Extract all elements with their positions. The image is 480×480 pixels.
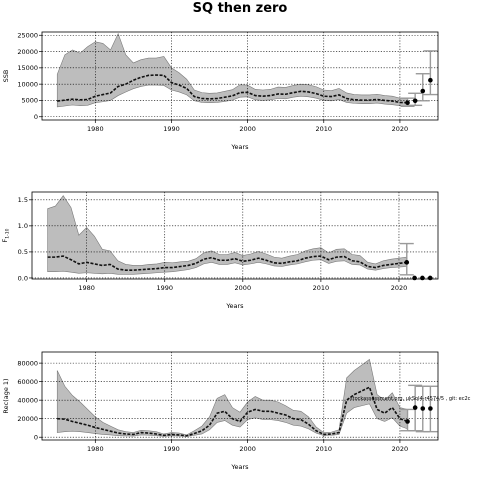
y-tick-label: 80000: [17, 359, 38, 367]
figure-title: SQ then zero: [193, 1, 288, 16]
estimate-line: [47, 255, 407, 271]
x-tick-label: 1990: [163, 445, 180, 453]
x-tick-label: 2020: [392, 445, 409, 453]
y-axis-label: F1-10: [1, 228, 11, 242]
y-axis-label: SSB: [2, 70, 10, 83]
plot-frame: [31, 191, 439, 280]
x-tick-label: 2010: [315, 125, 332, 133]
y-tick-label: 5000: [21, 97, 38, 105]
projection-point: [428, 406, 433, 411]
estimate-line: [57, 74, 408, 104]
projection-point: [420, 406, 426, 411]
projection-point: [428, 77, 433, 83]
x-tick-label: 2010: [313, 284, 330, 292]
y-axis-label-main: SSB: [2, 70, 10, 83]
x-tick-label: 1990: [163, 125, 180, 133]
plot-frame: [41, 31, 439, 121]
y-axis-label: Rec(age 1): [2, 378, 10, 413]
y-tick-label: 0: [34, 113, 38, 121]
confidence-band: [47, 195, 408, 275]
estimate-line: [57, 386, 408, 437]
y-tick-label: 20000: [17, 415, 38, 423]
confidence-band: [56, 32, 408, 108]
y-axis-label-main: F: [1, 238, 9, 242]
x-tick-label: 1980: [78, 284, 95, 292]
x-tick-label: 1980: [87, 125, 104, 133]
projection-point: [427, 275, 433, 281]
projection-point: [420, 88, 426, 94]
y-tick-label: 0.0: [18, 274, 28, 282]
x-tick-label: 2000: [239, 445, 256, 453]
x-tick-label: 2000: [235, 284, 252, 292]
y-tick-label: 20000: [17, 48, 38, 56]
y-tick-label: 1.0: [18, 222, 28, 230]
y-axis-label-main: Rec(age 1): [2, 378, 10, 413]
x-tick-label: 1980: [87, 445, 104, 453]
x-tick-label: 2000: [239, 125, 256, 133]
x-axis-label: Years: [225, 302, 244, 310]
y-tick-label: 25000: [17, 32, 38, 40]
y-tick-label: 0.5: [18, 248, 28, 256]
recruitment-panel: 1980 1990 2000 2010 2020 0 20000 40000 60000 8000…: [2, 351, 471, 471]
y-tick-label: 60000: [17, 378, 38, 386]
projection-point: [412, 275, 417, 281]
x-axis-label: Years: [230, 143, 249, 151]
y-tick-label: 1.5: [18, 196, 28, 204]
source-annotation: stockassessment.org, ukSol4-r4574/5 , gi…: [350, 396, 471, 402]
plot-frame: [41, 351, 439, 441]
fishing-mortality-panel: 1980 1990 2000 2010 2020 0.0 0.5 1.0 1.5 Years F1-…: [1, 191, 439, 310]
x-tick-label: 2020: [391, 284, 408, 292]
y-axis-label-subscript: 1-10: [5, 228, 11, 238]
x-axis-label: Years: [230, 463, 249, 471]
y-tick-label: 40000: [17, 396, 38, 404]
projection-point: [412, 405, 418, 410]
projection-point: [405, 419, 410, 424]
projection-point: [404, 260, 410, 265]
projection-point: [405, 100, 410, 106]
x-tick-label: 2020: [392, 125, 409, 133]
projection-point: [420, 275, 425, 281]
y-tick-label: 0: [34, 434, 38, 442]
x-tick-label: 1990: [156, 284, 173, 292]
y-tick-label: 15000: [17, 64, 38, 72]
projection-point: [412, 98, 418, 104]
y-tick-label: 10000: [17, 80, 38, 88]
x-tick-label: 2010: [315, 445, 332, 453]
ssb-panel: 1980 1990 2000 2010 2020 0 5000 10000 15000 20000…: [2, 31, 439, 151]
